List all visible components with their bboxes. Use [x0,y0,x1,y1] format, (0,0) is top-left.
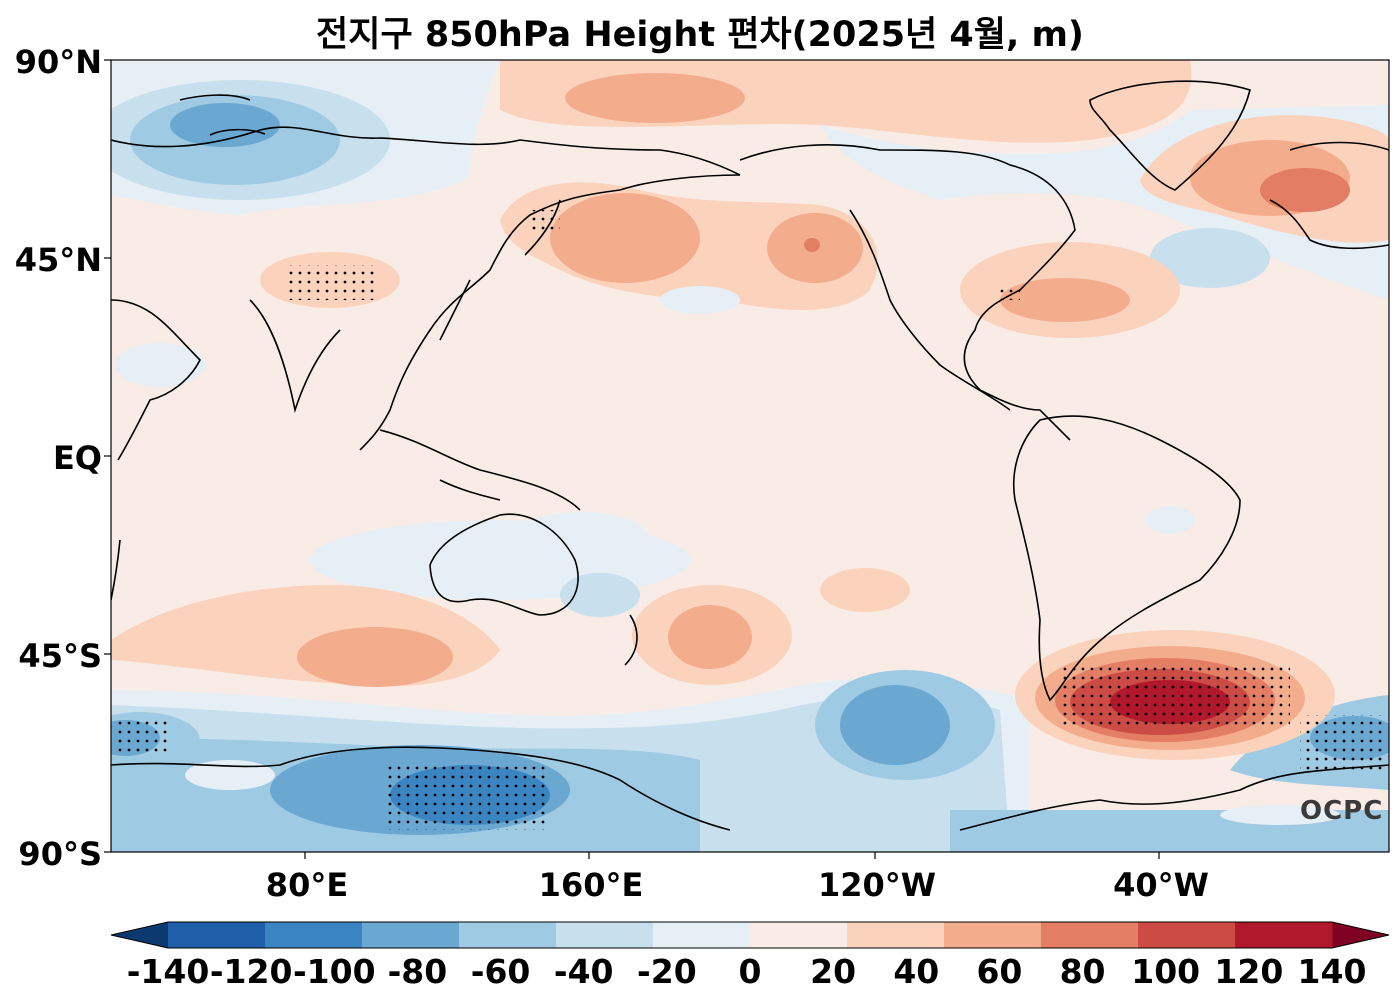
coastlines [111,80,1389,831]
lat-label-45s: 45°S [18,637,102,675]
colorbar-tick-label: -60 [470,952,531,991]
colorbar-tick-label: 100 [1131,952,1201,991]
colorbar-tick-label: -40 [553,952,614,991]
colorbar-extend-high [1332,922,1389,948]
colorbar [110,921,1390,949]
colorbar-tick-label: 120 [1214,952,1284,991]
colorbar-segment [265,922,363,948]
lon-label-120w: 120°W [817,866,937,904]
colorbar-segment [847,922,945,948]
colorbar-tick-label: 80 [1059,952,1106,991]
lon-label-160e: 160°E [538,866,644,904]
significance-stippling [115,210,1385,830]
colorbar-tick-label: -80 [387,952,448,991]
colorbar-segment [362,922,460,948]
colorbar-tick-label: 20 [810,952,857,991]
colorbar-segment [1138,922,1236,948]
lon-label-40w: 40°W [1113,866,1209,904]
colorbar-segment [168,922,266,948]
lon-label-80e: 80°E [265,866,349,904]
colorbar-tick-label: 40 [893,952,940,991]
tick-marks [104,59,1160,859]
colorbar-tick-label: 0 [738,952,762,991]
map-title: 전지구 850hPa Height 편차(2025년 4월, m) [316,15,1084,55]
colorbar-segment [1235,922,1333,948]
colorbar-segment [750,922,848,948]
colorbar-tick-label: 60 [976,952,1023,991]
colorbar-segment [653,922,751,948]
lat-label-90n: 90°N [14,43,102,81]
colorbar-tick-label: -20 [637,952,697,991]
colorbar-segment [459,922,557,948]
colorbar-tick-label: -100 [292,952,376,991]
colorbar-tick-label: -140 [126,952,210,991]
colorbar-outline [110,921,1390,949]
lat-label-90s: 90°S [18,835,102,873]
anomaly-field [111,60,1389,852]
lat-label-45n: 45°N [14,241,102,279]
colorbar-segment [556,922,654,948]
ocpc-logo: OCPC [1300,796,1384,826]
colorbar-segment [1041,922,1139,948]
colorbar-segment [944,922,1042,948]
colorbar-tick-label: -120 [209,952,293,991]
colorbar-extend-low [111,922,168,948]
colorbar-tick-label: 140 [1297,952,1367,991]
lat-label-eq: EQ [52,439,102,477]
